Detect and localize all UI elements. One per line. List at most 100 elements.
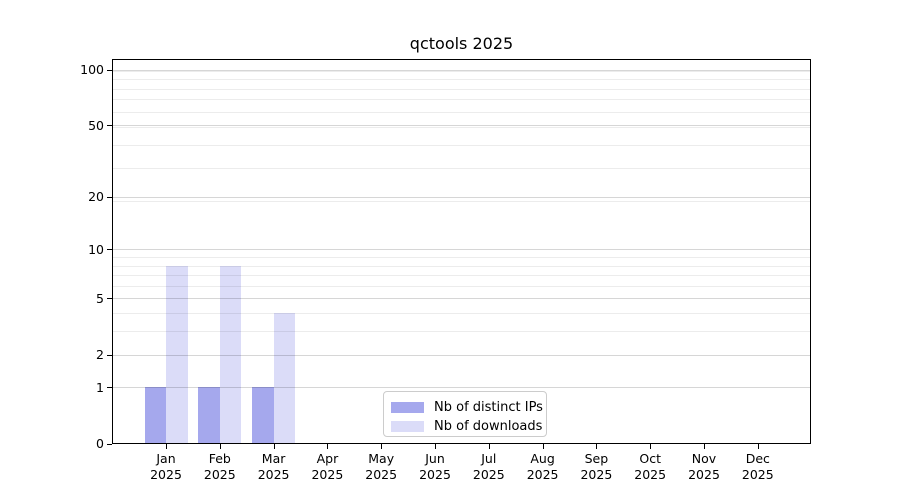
legend-swatch-downloads	[391, 421, 424, 432]
legend-item-downloads: Nb of downloads	[391, 418, 542, 435]
gridline-y-10	[113, 249, 810, 251]
x-tick-label-apr: Apr 2025	[295, 451, 359, 483]
y-tick-label-2: 2	[96, 347, 104, 363]
x-tick-label-jan: Jan 2025	[134, 451, 198, 483]
x-tick-label-jul: Jul 2025	[457, 451, 521, 483]
x-tick-label-oct: Oct 2025	[618, 451, 682, 483]
y-tick-label-1: 1	[96, 379, 104, 395]
x-tick-month: Jan	[156, 451, 176, 466]
y-tick-mark-50	[107, 125, 112, 127]
x-tick-mark-may	[381, 444, 383, 449]
y-tick-mark-2	[107, 354, 112, 356]
x-tick-label-dec: Dec 2025	[726, 451, 790, 483]
y-tick-mark-1	[107, 387, 112, 389]
y-tick-label-5: 5	[96, 290, 104, 306]
y-tick-label-100: 100	[80, 62, 104, 78]
legend-label-downloads: Nb of downloads	[434, 419, 543, 434]
x-tick-label-nov: Nov 2025	[672, 451, 736, 483]
gridline-y-99	[113, 70, 810, 72]
gridline-y-7	[113, 275, 810, 277]
y-tick-mark-10	[107, 249, 112, 251]
x-tick-year: 2025	[472, 467, 505, 482]
gridline-y-5	[113, 298, 810, 300]
gridline-y-39	[113, 144, 810, 146]
x-tick-year: 2025	[257, 467, 290, 482]
x-tick-mark-oct	[650, 444, 652, 449]
gridline-y-89	[113, 79, 810, 81]
x-tick-mark-jan	[166, 444, 167, 449]
gridline-y-2	[113, 354, 810, 356]
legend-item-distinct-ips: Nb of distinct IPs	[391, 399, 543, 416]
chart-title: qctools 2025	[409, 34, 514, 53]
legend-label-distinct-ips: Nb of distinct IPs	[434, 400, 543, 415]
bar-nb-of-distinct-ips-jan	[144, 387, 166, 443]
x-tick-month: Jul	[481, 451, 497, 466]
x-tick-mark-jun	[435, 444, 436, 449]
gridline-y-79	[113, 88, 810, 90]
x-tick-mark-nov	[704, 444, 705, 449]
gridline-y-4	[113, 313, 810, 315]
gridline-y-100	[113, 69, 810, 71]
x-tick-label-jun: Jun 2025	[403, 451, 467, 483]
gridline-y-19	[113, 200, 810, 202]
x-tick-label-sep: Sep 2025	[564, 451, 628, 483]
x-tick-month: Oct	[639, 451, 661, 466]
gridline-y-6	[113, 285, 810, 287]
x-tick-year: 2025	[634, 467, 667, 482]
x-tick-mark-sep	[596, 444, 598, 449]
x-tick-month: Dec	[745, 451, 770, 466]
bar-nb-of-distinct-ips-feb	[198, 387, 220, 443]
y-tick-mark-100	[107, 69, 112, 71]
gridline-y-8	[113, 265, 810, 267]
x-tick-mark-mar	[273, 444, 275, 449]
x-tick-mark-apr	[327, 444, 329, 449]
gridline-y-29	[113, 168, 810, 170]
gridline-y-69	[113, 99, 810, 101]
x-tick-month: Aug	[530, 451, 555, 466]
x-tick-month: Mar	[261, 451, 286, 466]
x-tick-year: 2025	[311, 467, 344, 482]
x-tick-month: Jun	[425, 451, 445, 466]
x-tick-label-feb: Feb 2025	[188, 451, 252, 483]
x-tick-year: 2025	[741, 467, 774, 482]
x-tick-mark-feb	[219, 444, 221, 449]
x-tick-month: Sep	[584, 451, 609, 466]
x-tick-month: May	[368, 451, 395, 466]
x-tick-label-aug: Aug 2025	[511, 451, 575, 483]
gridline-y-50	[113, 125, 810, 127]
plot-area	[113, 60, 810, 443]
y-tick-label-20: 20	[88, 189, 104, 205]
gridline-y-1	[113, 387, 810, 389]
y-tick-label-50: 50	[88, 117, 104, 133]
y-tick-mark-5	[107, 298, 112, 300]
y-tick-mark-20	[107, 196, 112, 198]
x-tick-label-may: May 2025	[349, 451, 413, 483]
y-tick-label-0: 0	[96, 436, 104, 451]
bar-nb-of-downloads-jan	[166, 265, 188, 443]
bar-nb-of-downloads-feb	[219, 265, 242, 443]
x-tick-month: Nov	[691, 451, 717, 466]
y-tick-mark-0	[107, 443, 112, 445]
x-tick-year: 2025	[365, 467, 398, 482]
gridline-y-9	[113, 257, 810, 258]
legend: Nb of distinct IPs Nb of downloads	[383, 391, 547, 437]
x-tick-mark-jul	[488, 444, 490, 449]
x-tick-label-mar: Mar 2025	[242, 451, 306, 483]
x-tick-year: 2025	[150, 467, 182, 482]
x-tick-month: Feb	[208, 451, 231, 466]
gridline-y-20	[113, 196, 810, 198]
y-tick-label-10: 10	[88, 241, 104, 257]
x-tick-year: 2025	[688, 467, 720, 482]
gridline-y-3	[113, 331, 810, 333]
legend-swatch-distinct-ips	[391, 402, 424, 413]
x-tick-year: 2025	[526, 467, 559, 482]
x-tick-mark-dec	[757, 444, 759, 449]
bar-nb-of-downloads-mar	[273, 313, 296, 443]
x-tick-year: 2025	[419, 467, 451, 482]
gridline-y-49	[113, 126, 810, 128]
x-tick-month: Apr	[316, 451, 339, 466]
x-tick-mark-aug	[542, 444, 544, 449]
x-tick-year: 2025	[203, 467, 236, 482]
bar-nb-of-distinct-ips-mar	[252, 387, 274, 443]
